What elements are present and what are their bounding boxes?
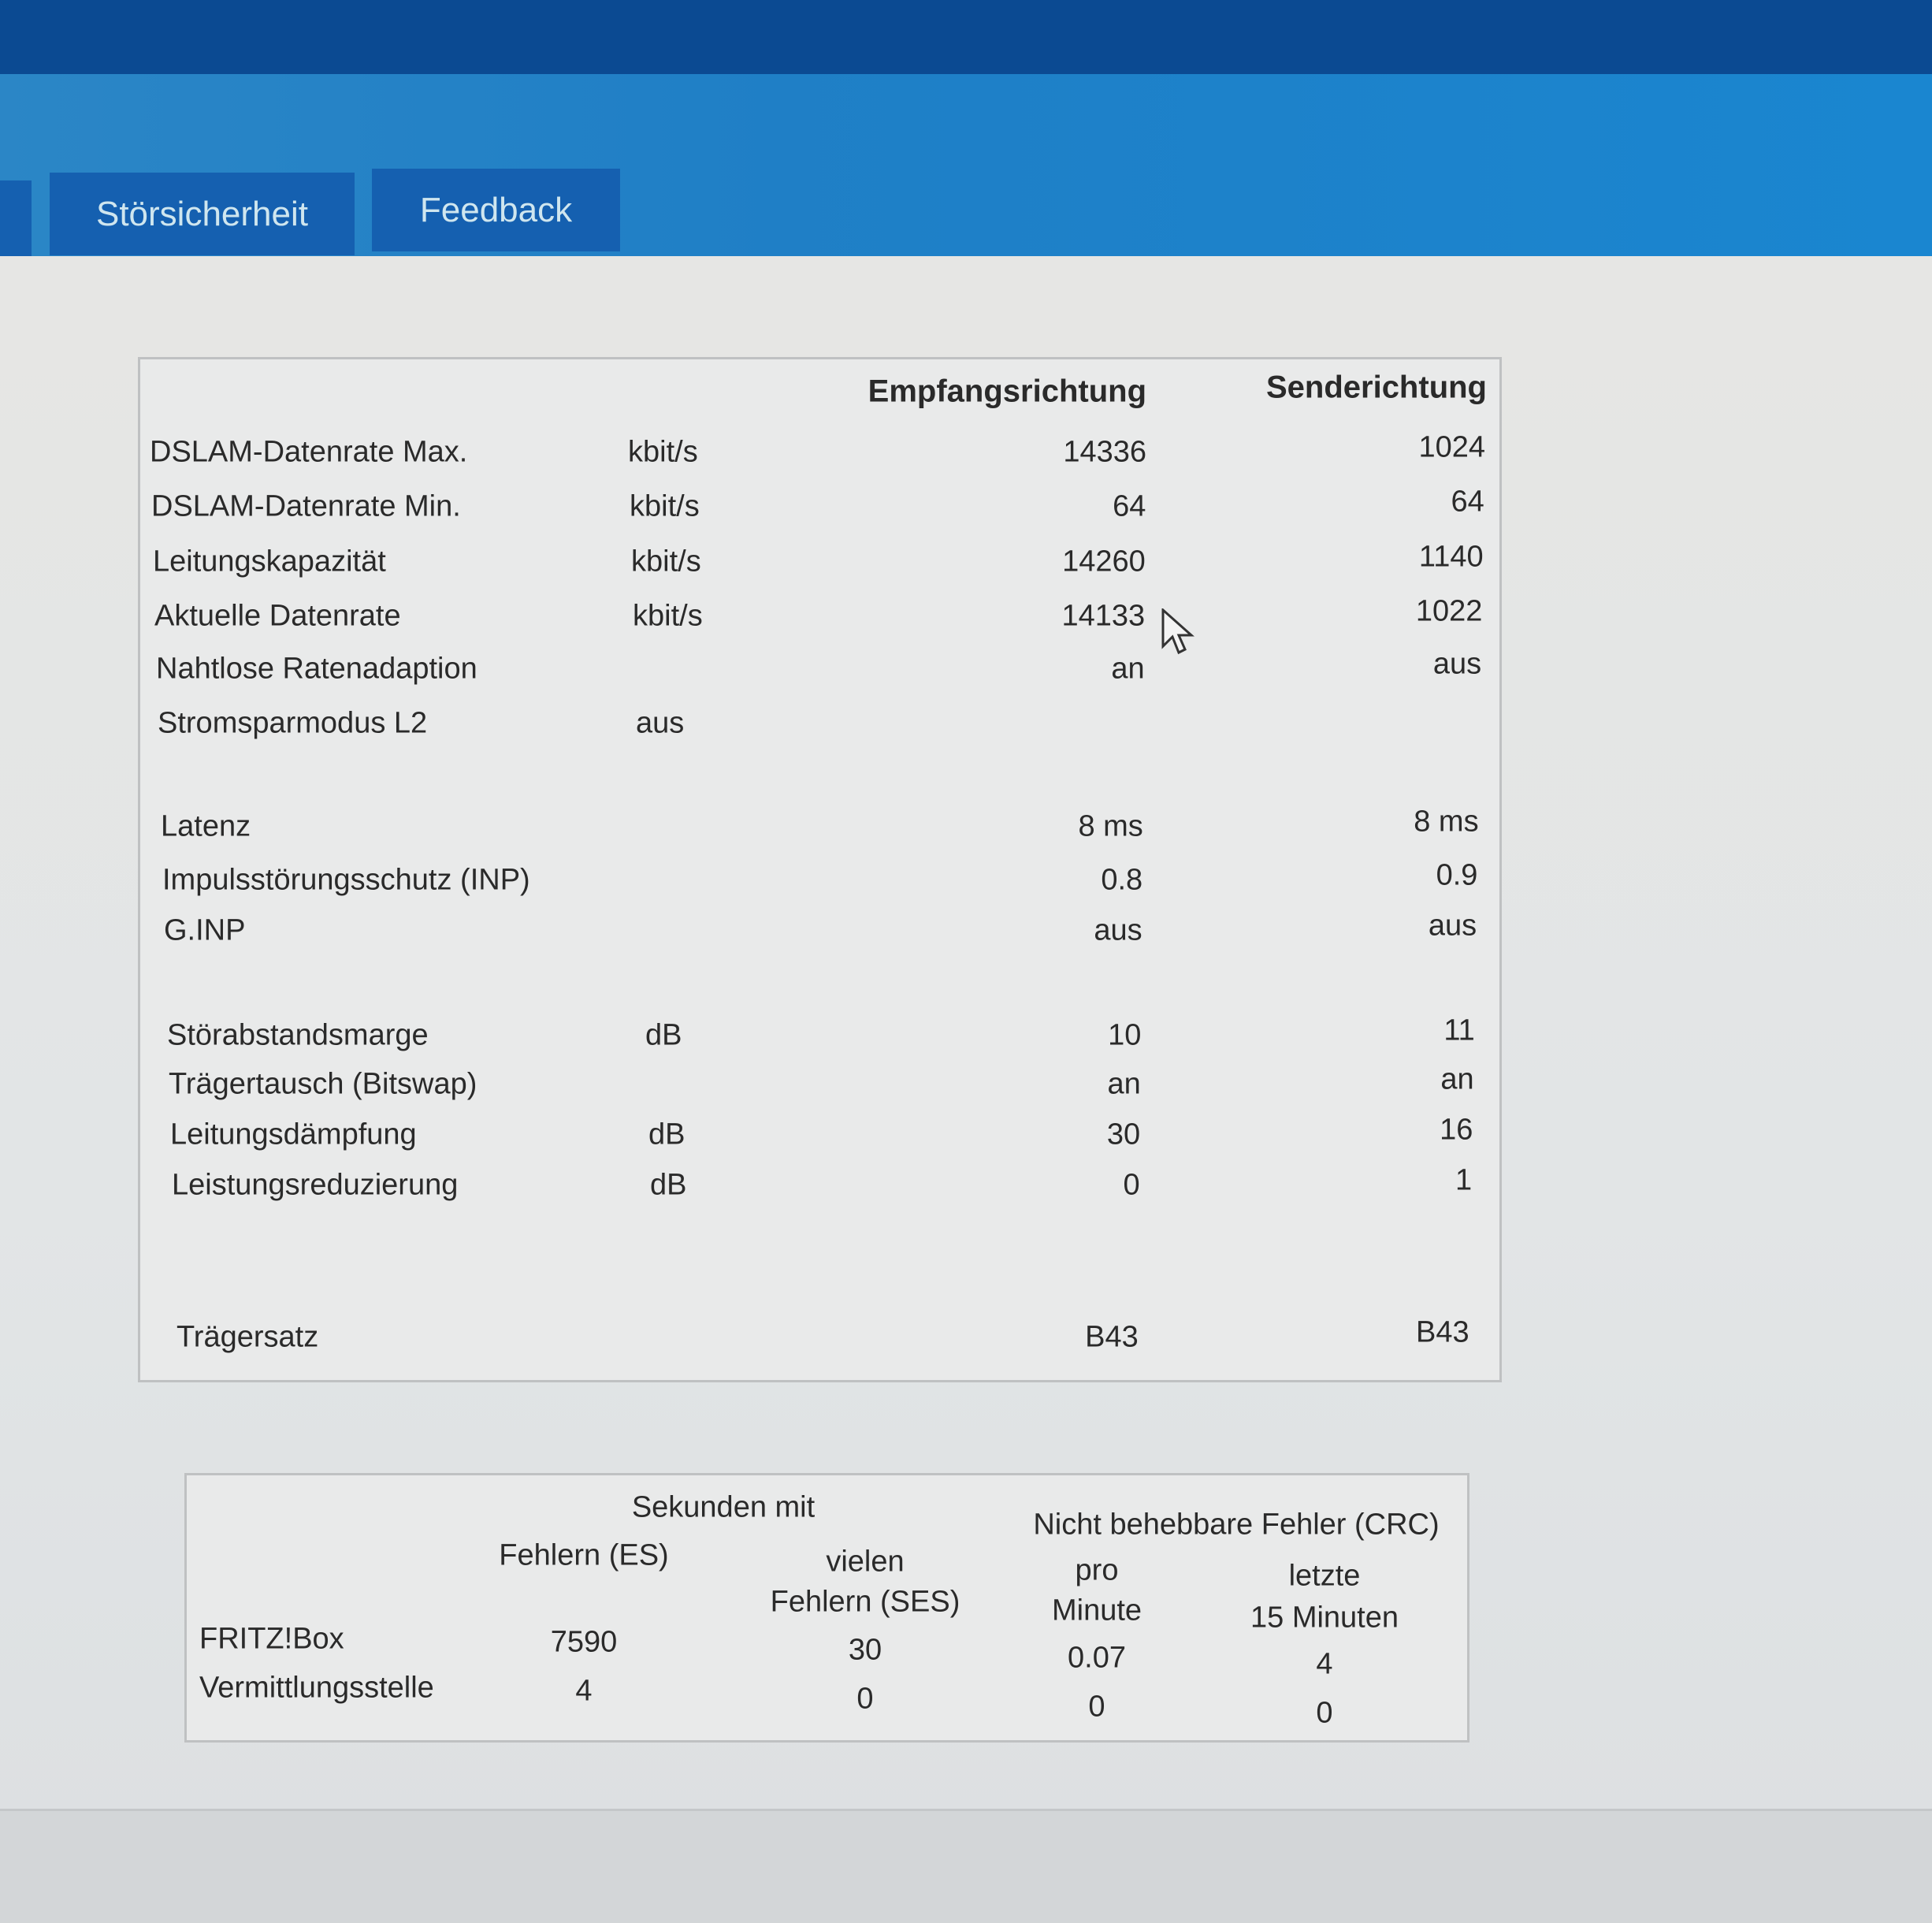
row-label: Nahtlose Ratenadaption [156,652,477,686]
row-crc-per-minute: 0.07 [1068,1641,1126,1675]
row-label: Leitungsdämpfung [170,1118,417,1151]
row-upstream-value: 11 [1443,1014,1475,1047]
row-unit: kbit/s [633,599,703,633]
header-es: Fehlern (ES) [499,1538,669,1572]
line-stats-table [138,357,1502,1382]
header-per-minute-line2: Minute [1051,1594,1142,1627]
page-footer [0,1809,1932,1923]
tab-stoersicherheit[interactable]: Störsicherheit [50,173,355,255]
row-downstream-value: 14133 [1061,599,1146,633]
row-upstream-value: aus [1428,909,1477,943]
row-upstream-value: 1140 [1418,540,1484,574]
row-label: Stromsparmodus L2 [158,706,428,740]
row-label: Leitungskapazität [153,545,386,578]
row-label: Trägertausch (Bitswap) [169,1067,477,1101]
row-downstream-value: 64 [1113,489,1146,523]
row-unit: kbit/s [631,545,701,578]
row-downstream-value: an [1111,652,1145,686]
row-downstream-value: 30 [1106,1118,1141,1151]
row-label: Trägersatz [176,1320,319,1354]
row-crc-last15: 4 [1316,1647,1333,1681]
error-stats-table [184,1473,1469,1743]
row-label: Vermittlungsstelle [199,1671,434,1705]
row-downstream-value: an [1107,1067,1141,1101]
header-ses-line2: Fehlern (SES) [770,1585,960,1619]
row-unit: dB [645,1018,682,1052]
row-downstream-value: aus [1094,913,1142,947]
row-downstream-value: 14336 [1063,435,1146,469]
row-label: Latenz [161,809,251,843]
row-es-value: 7590 [550,1625,618,1659]
row-upstream-value: 1022 [1415,594,1483,628]
row-downstream-value: 0 [1123,1168,1140,1202]
row-downstream-value: 8 ms [1078,809,1143,843]
row-downstream-value: 10 [1108,1018,1142,1052]
row-upstream-value: 0.9 [1436,858,1478,892]
row-unit: kbit/s [628,435,698,469]
row-upstream-value: 16 [1440,1113,1473,1147]
row-crc-last15: 0 [1316,1696,1333,1730]
row-label: DSLAM-Datenrate Min. [151,489,461,523]
header-seconds-with: Sekunden mit [631,1490,816,1524]
row-unit: aus [636,706,685,740]
tab-label: Feedback [419,190,573,229]
row-label: Aktuelle Datenrate [154,599,401,633]
top-header-bar [0,0,1932,74]
row-unit: kbit/s [630,489,700,523]
header-last15-line1: letzte [1288,1559,1361,1593]
row-upstream-value: aus [1432,647,1482,681]
header-downstream: Empfangsrichtung [868,374,1146,409]
header-crc: Nicht behebbare Fehler (CRC) [1033,1508,1440,1542]
row-downstream-value: B43 [1085,1320,1139,1354]
row-ses-value: 0 [856,1682,874,1716]
row-label: G.INP [164,913,246,947]
tab-label: Störsicherheit [95,194,308,233]
header-ses-line1: vielen [826,1545,905,1579]
row-es-value: 4 [575,1674,593,1708]
mouse-cursor-icon [1161,608,1194,655]
row-ses-value: 30 [848,1633,882,1667]
row-crc-per-minute: 0 [1088,1690,1105,1724]
row-label: FRITZ!Box [199,1622,344,1656]
row-unit: dB [648,1118,685,1151]
row-unit: dB [650,1168,687,1202]
header-upstream: Senderichtung [1265,370,1487,405]
row-upstream-value: an [1440,1062,1474,1096]
row-label: Leistungsreduzierung [172,1168,459,1202]
row-downstream-value: 14260 [1062,545,1146,578]
header-per-minute-line1: pro [1075,1553,1119,1587]
tab-feedback[interactable]: Feedback [372,169,620,251]
header-last15-line2: 15 Minuten [1250,1601,1399,1635]
tab-previous-stub[interactable] [0,180,32,259]
row-upstream-value: 1 [1455,1163,1473,1197]
row-label: Impulsstörungsschutz (INP) [162,863,530,897]
row-downstream-value: 0.8 [1101,863,1143,897]
row-upstream-value: B43 [1415,1315,1469,1349]
row-label: DSLAM-Datenrate Max. [150,435,468,469]
row-upstream-value: 1024 [1418,430,1485,464]
row-upstream-value: 64 [1451,485,1484,519]
row-label: Störabstandsmarge [167,1018,429,1052]
row-upstream-value: 8 ms [1414,805,1479,839]
